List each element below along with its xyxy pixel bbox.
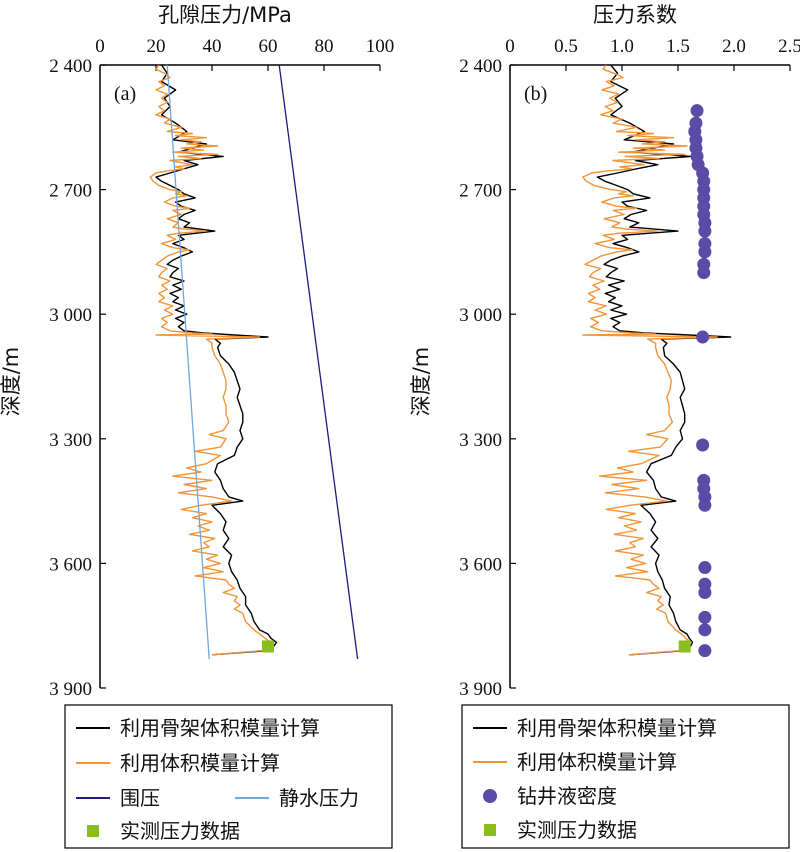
x-tick-label: 0.5 (554, 36, 578, 57)
legend-label: 利用体积模量计算 (120, 751, 280, 775)
y-tick-label: 3 300 (49, 430, 92, 451)
data-point-circle (698, 498, 712, 512)
y-tick-label: 2 700 (49, 181, 92, 202)
legend-box (64, 704, 393, 849)
data-point-circle (698, 623, 712, 637)
data-point-square (262, 640, 274, 653)
legend-label: 静水压力 (279, 786, 359, 810)
x-tick-label: 2.5 (778, 36, 800, 57)
x-tick-label: 1.5 (666, 36, 690, 57)
x-tick-label: 60 (259, 36, 278, 57)
x-tick-label: 0 (505, 36, 515, 57)
series-line-1 (582, 64, 718, 656)
x-axis-title: 压力系数 (593, 3, 677, 27)
y-tick-label: 3 000 (459, 305, 502, 326)
series-line-0 (596, 64, 732, 656)
data-point-circle (698, 610, 712, 624)
x-tick-label: 20 (147, 36, 166, 57)
y-tick-label: 3 600 (49, 554, 92, 575)
panel-a: 0 20 40 60 80 100 2 400 2 700 3 000 3 300 3 600 3 9… (0, 3, 394, 700)
x-tick-label: 100 (366, 36, 395, 57)
legend-box (461, 704, 790, 849)
legend-swatch-square (87, 825, 99, 837)
x-axis-title: 孔隙压力/MPa (158, 3, 292, 27)
series-line-3 (166, 64, 210, 659)
y-tick-label: 3 000 (49, 305, 92, 326)
y-tick-label: 2 700 (459, 181, 502, 202)
legend-label: 钻井液密度 (517, 784, 617, 808)
legend-label: 利用骨架体积模量计算 (120, 716, 320, 740)
y-tick-label: 3 900 (459, 679, 502, 700)
x-tick-label: 80 (315, 36, 334, 57)
data-point-circle (698, 224, 712, 238)
y-tick-label: 3 600 (459, 554, 502, 575)
y-tick-label: 3 300 (459, 430, 502, 451)
legend-swatch-circle (483, 789, 497, 803)
data-point-circle (698, 585, 712, 599)
panel-label: (a) (114, 83, 136, 105)
data-point-circle (697, 266, 711, 280)
y-tick-label: 2 400 (459, 56, 502, 77)
x-tick-label: 40 (203, 36, 222, 57)
series-line-0 (155, 64, 278, 656)
data-point-square (678, 640, 691, 653)
x-tick-label: 2.0 (722, 36, 746, 57)
series-line-1 (149, 64, 272, 656)
y-axis-title: 深度/m (0, 347, 23, 417)
y-tick-label: 3 900 (49, 679, 92, 700)
data-point-circle (690, 104, 704, 118)
legend-label: 实测压力数据 (120, 819, 240, 843)
data-point-circle (696, 330, 710, 344)
legend-label: 利用体积模量计算 (517, 750, 677, 774)
data-point-circle (696, 438, 710, 452)
legend-label: 围压 (120, 786, 160, 810)
panel-label: (b) (524, 83, 547, 105)
data-point-circle (698, 561, 712, 575)
series-line-2 (278, 64, 359, 659)
y-axis-title: 深度/m (409, 347, 433, 417)
y-tick-label: 2 400 (49, 56, 92, 77)
x-tick-label: 0 (95, 36, 105, 57)
legend-swatch-square (484, 824, 496, 836)
x-tick-label: 1.0 (610, 36, 634, 57)
legend-label: 实测压力数据 (517, 818, 637, 842)
data-point-circle (698, 245, 712, 259)
data-point-circle (698, 644, 712, 658)
legend-label: 利用骨架体积模量计算 (517, 716, 717, 740)
panel-b: 0 0.5 1.0 1.5 2.0 2.5 2 400 2 700 3 000 3 300 3 60… (409, 3, 800, 700)
